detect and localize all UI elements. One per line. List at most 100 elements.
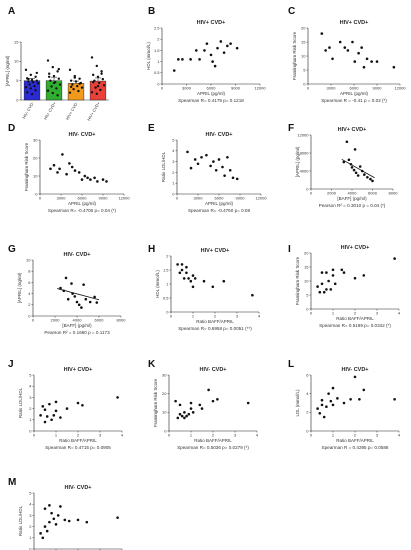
data-point — [95, 64, 98, 68]
y-tick-label: 10 — [301, 53, 306, 58]
data-point — [54, 400, 58, 404]
data-point — [96, 84, 100, 88]
x-tick-label: 0 — [32, 318, 35, 323]
y-tick-label: 2 — [29, 406, 32, 411]
y-tick-label: 5 — [29, 372, 32, 377]
x-tick-label: 0 — [33, 433, 36, 438]
panel-e: E 0 1 2 3 4 5 Ratio LDL/HDL HIV- CVD+ 0 3000 6000 90… — [148, 123, 267, 213]
data-point — [214, 168, 218, 172]
data-point — [336, 397, 339, 400]
x-tick-label: 9000 — [231, 86, 241, 91]
x-tick-label: 4 — [121, 433, 124, 438]
x-tick-label: 2000 — [51, 318, 61, 323]
stat-annotation: Spearman R= 0.4715 p= 0.0905 — [45, 445, 111, 450]
data-point — [187, 412, 191, 416]
y-tick-label: 10 — [33, 173, 38, 178]
data-point — [360, 169, 364, 173]
y-tick-label: 20 — [162, 391, 167, 396]
data-point — [198, 403, 202, 407]
data-point — [205, 153, 208, 157]
data-point — [322, 290, 326, 294]
x-tick-label: 1 — [190, 433, 193, 438]
panel-label: M — [8, 477, 16, 488]
panel-label: K — [148, 359, 156, 370]
data-point — [350, 166, 354, 169]
data-point — [246, 401, 250, 405]
x-tick-label: 3000 — [327, 86, 337, 91]
data-point — [30, 93, 34, 96]
data-point — [71, 83, 74, 86]
data-point — [45, 529, 49, 533]
bar — [89, 80, 107, 101]
data-point — [33, 84, 36, 88]
panel-title: HIV+ CVD+ — [64, 367, 93, 373]
x-tick-label: 8000 — [389, 191, 399, 196]
data-point — [358, 165, 362, 168]
y-tick-label: 4000 — [300, 168, 310, 173]
panel-title: HIV+ CVD+ — [341, 245, 370, 251]
x-tick-label: 4 — [258, 314, 261, 319]
data-point — [56, 514, 60, 517]
data-point — [76, 518, 80, 522]
data-point — [24, 86, 28, 89]
x-tick-label: HIV- CVD- — [21, 100, 35, 119]
data-point — [52, 414, 56, 417]
data-point — [231, 176, 235, 180]
y-tick-label: 15 — [301, 39, 306, 44]
data-point — [329, 399, 333, 403]
data-point — [56, 70, 59, 73]
y-tick-label: 0.5 — [163, 295, 169, 300]
x-tick-label: 9000 — [236, 196, 246, 201]
data-point — [65, 172, 68, 176]
stat-annotation: Spearman R= 0.5036 p= 0.0279 (*) — [177, 445, 249, 450]
panel-d: D 0 10 20 30 Framingham Risk Score HIV- CVD+ 0 3… — [8, 123, 130, 213]
data-point — [39, 414, 42, 417]
data-point — [328, 46, 331, 49]
y-tick-label: 15 — [304, 264, 309, 269]
x-tick-label: 3 — [376, 311, 379, 316]
data-point — [362, 274, 366, 277]
data-point — [27, 77, 30, 81]
data-point — [182, 277, 186, 280]
y-tick-label: 3 — [29, 513, 32, 518]
x-tick-label: 2 — [354, 311, 357, 316]
y-tick-label: 0 — [29, 428, 32, 433]
data-point — [94, 86, 97, 89]
data-point — [235, 46, 239, 50]
data-point — [50, 511, 53, 515]
data-point — [35, 79, 39, 82]
y-tick-label: 1 — [29, 535, 32, 540]
y-tick-label: 4 — [172, 148, 175, 153]
y-tick-label: 8 — [28, 269, 31, 274]
y-tick-label: 10 — [162, 410, 167, 415]
data-point — [100, 70, 103, 73]
data-point — [180, 268, 184, 272]
data-point — [52, 517, 56, 521]
y-axis-label: [APRIL] (pg/ml) — [295, 146, 300, 177]
y-tick-label: 0 — [306, 186, 309, 191]
data-point — [63, 518, 67, 522]
data-point — [91, 81, 95, 84]
data-point — [35, 71, 39, 75]
data-point — [189, 166, 193, 170]
y-tick-label: 0 — [29, 546, 32, 550]
data-point — [77, 89, 80, 93]
y-tick-label: 4 — [29, 502, 32, 507]
data-point — [56, 94, 59, 97]
data-point — [76, 401, 80, 405]
y-tick-label: 4 — [306, 391, 309, 396]
x-tick-label: 4 — [398, 311, 401, 316]
data-point — [195, 49, 198, 52]
x-tick-label: 12000 — [118, 196, 130, 201]
x-axis-label: Ratio BAFF/APRIL — [59, 438, 97, 443]
y-tick-label: 0 — [172, 191, 175, 196]
data-point — [187, 277, 190, 280]
data-point — [320, 271, 324, 274]
data-point — [89, 178, 92, 181]
data-point — [353, 276, 357, 280]
data-point — [50, 85, 53, 88]
data-point — [41, 405, 45, 408]
data-point — [229, 42, 232, 45]
data-point — [77, 171, 81, 174]
data-point — [369, 177, 372, 181]
